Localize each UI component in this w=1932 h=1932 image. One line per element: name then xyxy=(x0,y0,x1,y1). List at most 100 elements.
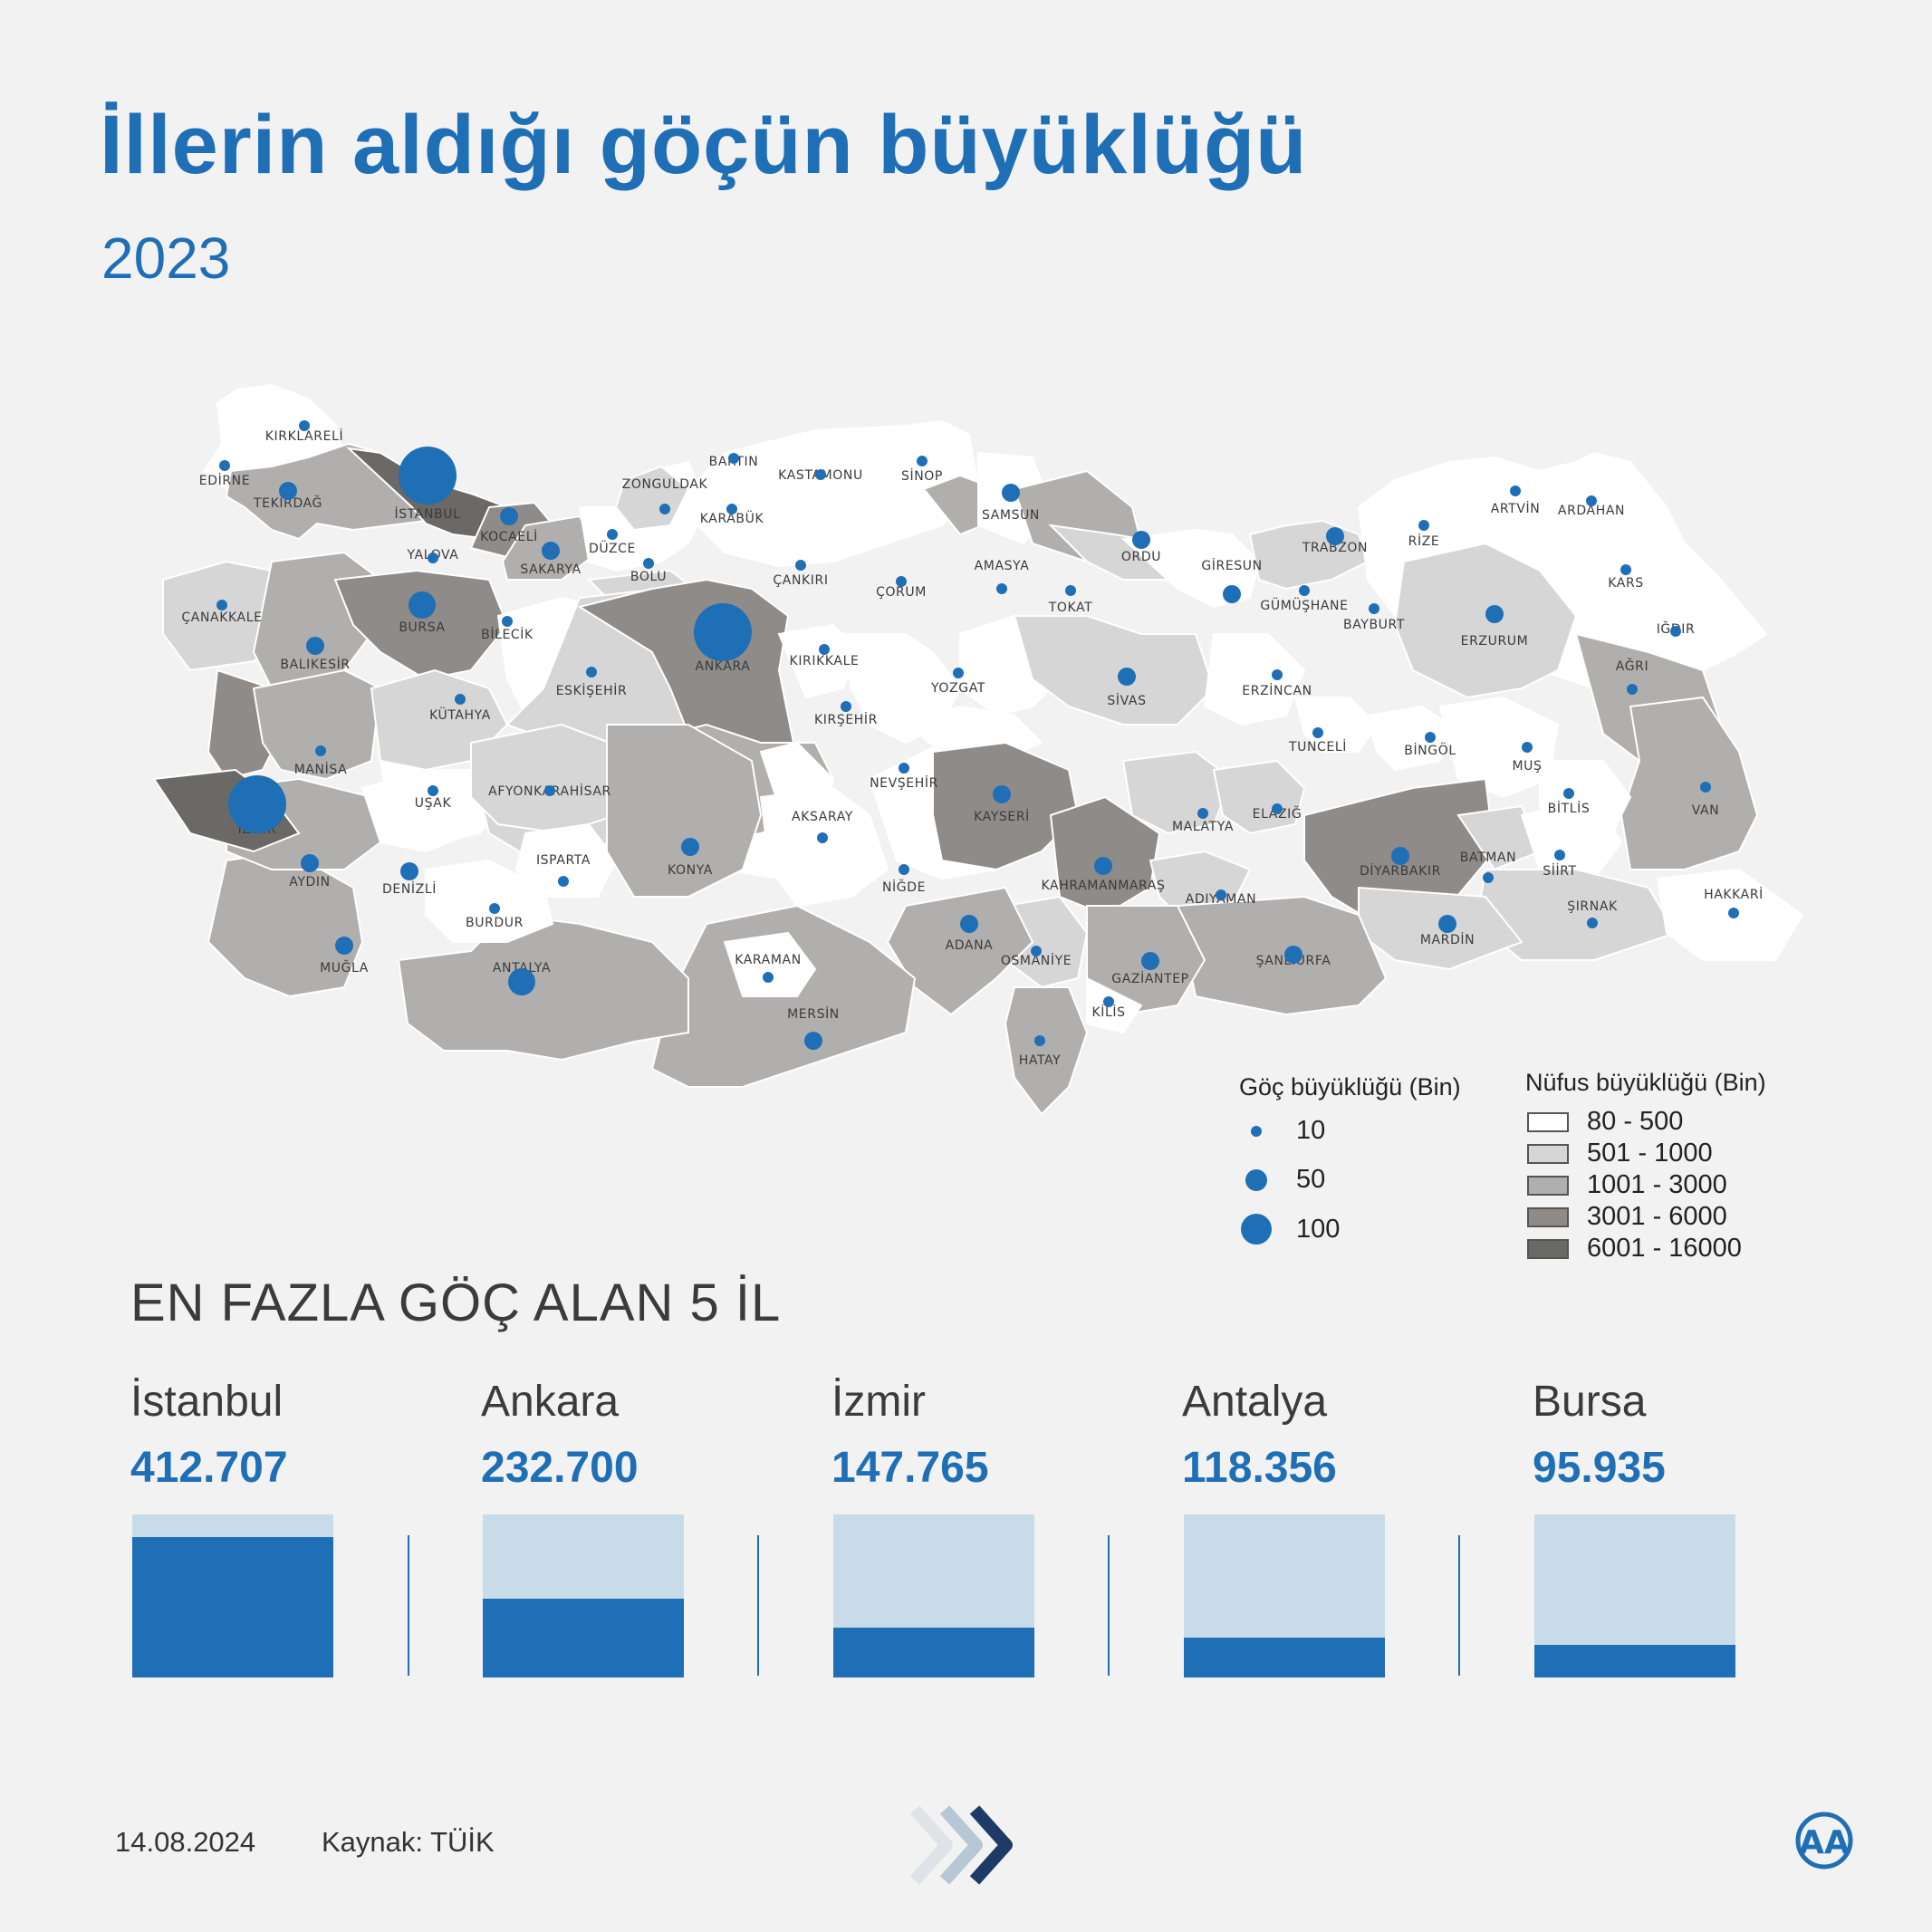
province-label: AKSARAY xyxy=(792,810,853,824)
migration-dot xyxy=(1034,1035,1045,1046)
province-label: MUŞ xyxy=(1512,759,1542,774)
migration-dot xyxy=(1586,495,1597,506)
province-label: GAZİANTEP xyxy=(1111,970,1188,986)
province-label: SAKARYA xyxy=(520,562,581,577)
migration-dot xyxy=(899,763,909,774)
migration-dot xyxy=(542,542,560,560)
province-label: BATMAN xyxy=(1460,851,1516,865)
province-label: ARDAHAN xyxy=(1558,504,1625,518)
city-value: 412.707 xyxy=(130,1444,288,1492)
province-label: MARDİN xyxy=(1420,931,1475,947)
migration-dot xyxy=(1094,857,1112,875)
province-label: KAYSERİ xyxy=(974,808,1030,824)
migration-dot xyxy=(1103,996,1114,1007)
migration-dot xyxy=(1425,732,1436,743)
migration-dot xyxy=(1510,485,1521,496)
province-label: YOZGAT xyxy=(930,681,985,696)
migration-dot xyxy=(841,701,851,712)
province-label: KAHRAMANMARAŞ xyxy=(1042,879,1166,893)
migration-dot xyxy=(726,504,737,514)
province-label: KIRIKKALE xyxy=(790,654,860,668)
province-label: SİNOP xyxy=(901,467,943,484)
migration-dot xyxy=(1485,605,1504,623)
city-izmir: İzmir 147.765 xyxy=(831,1377,1121,1493)
province-label: DENİZLİ xyxy=(382,880,437,897)
migration-dot xyxy=(815,469,826,480)
province-label: ZONGULDAK xyxy=(622,477,708,492)
migration-dot xyxy=(1369,603,1379,614)
migration-dot xyxy=(1132,531,1150,549)
province-label: ORDU xyxy=(1121,550,1161,564)
migration-legend-title: Göç büyüklüğü (Bin) xyxy=(1239,1073,1461,1101)
migration-dot xyxy=(953,668,964,678)
migration-dot xyxy=(1216,889,1226,900)
migration-dot xyxy=(1197,808,1208,819)
province-label: ÇANKIRI xyxy=(773,573,828,588)
province-label: HAKKARİ xyxy=(1704,886,1764,902)
migration-dot xyxy=(896,576,907,587)
province-label: ANTALYA xyxy=(493,961,551,976)
swatch-2 xyxy=(1527,1143,1569,1164)
migration-dot xyxy=(993,785,1011,803)
city-name: Bursa xyxy=(1533,1378,1647,1426)
migration-dot xyxy=(694,603,752,661)
bar-fill xyxy=(483,1598,684,1677)
top5-heading: EN FAZLA GÖÇ ALAN 5 İL xyxy=(130,1274,782,1332)
migration-dot xyxy=(1728,908,1739,918)
migration-dot xyxy=(1272,803,1283,814)
province-label: AĞRI xyxy=(1616,658,1648,674)
city-value: 95.935 xyxy=(1533,1444,1666,1492)
page-title: İllerin aldığı göçün büyüklüğü xyxy=(100,99,1308,191)
migration-dot xyxy=(1299,585,1310,596)
province-label: KÜTAHYA xyxy=(429,706,491,723)
migration-dot xyxy=(1223,585,1241,603)
bar-ankara xyxy=(483,1514,684,1677)
province-label: ANKARA xyxy=(696,659,751,674)
province-label: TUNCELİ xyxy=(1288,738,1347,755)
province-label: AYDIN xyxy=(289,875,330,889)
legend-label-small: 10 xyxy=(1296,1116,1326,1145)
province-label: DÜZCE xyxy=(589,540,636,556)
migration-dot xyxy=(508,968,535,995)
migration-dot xyxy=(335,937,353,955)
migration-dot xyxy=(1670,626,1681,637)
province-label: ESKİŞEHİR xyxy=(556,682,628,698)
province-label: VAN xyxy=(1692,803,1720,818)
migration-dot xyxy=(409,591,436,619)
migration-dot xyxy=(996,583,1007,594)
migration-dot xyxy=(728,453,739,464)
migration-dot xyxy=(643,558,654,569)
province-label: GÜMÜŞHANE xyxy=(1260,597,1348,613)
migration-dot xyxy=(1284,946,1302,964)
city-name: Antalya xyxy=(1182,1378,1328,1426)
city-antalya: Antalya 118.356 xyxy=(1182,1377,1472,1493)
legend-dot-large xyxy=(1241,1214,1272,1245)
migration-dot xyxy=(216,600,227,610)
bar-fill xyxy=(1184,1637,1385,1677)
migration-dot xyxy=(1563,788,1574,799)
migration-dot xyxy=(1326,527,1344,545)
province-label: RİZE xyxy=(1408,533,1440,549)
province-label: SAMSUN xyxy=(982,508,1040,523)
swatch-label-2: 501 - 1000 xyxy=(1587,1139,1713,1168)
province-label: TEKİRDAĞ xyxy=(253,495,322,511)
province-label: KARAMAN xyxy=(735,953,802,967)
migration-dots xyxy=(216,420,1739,1050)
migration-dot xyxy=(315,745,326,756)
migration-dot xyxy=(228,775,286,833)
migration-dot xyxy=(399,447,457,505)
migration-legend-item-large: 100 xyxy=(1236,1214,1340,1245)
province-label: OSMANİYE xyxy=(1001,952,1072,968)
province-label: AMASYA xyxy=(975,559,1030,573)
swatch-1 xyxy=(1527,1111,1569,1132)
migration-legend-item-small: 10 xyxy=(1236,1116,1325,1146)
migration-dot xyxy=(502,616,513,627)
province-label: BURDUR xyxy=(466,916,524,930)
province-label: ERZURUM xyxy=(1461,634,1529,649)
province-label: BOLU xyxy=(630,570,667,584)
migration-dot xyxy=(1391,847,1409,865)
migration-dot xyxy=(558,876,569,887)
swatch-5 xyxy=(1527,1238,1569,1259)
bar-antalya xyxy=(1184,1514,1385,1677)
bar-fill xyxy=(1534,1645,1735,1677)
